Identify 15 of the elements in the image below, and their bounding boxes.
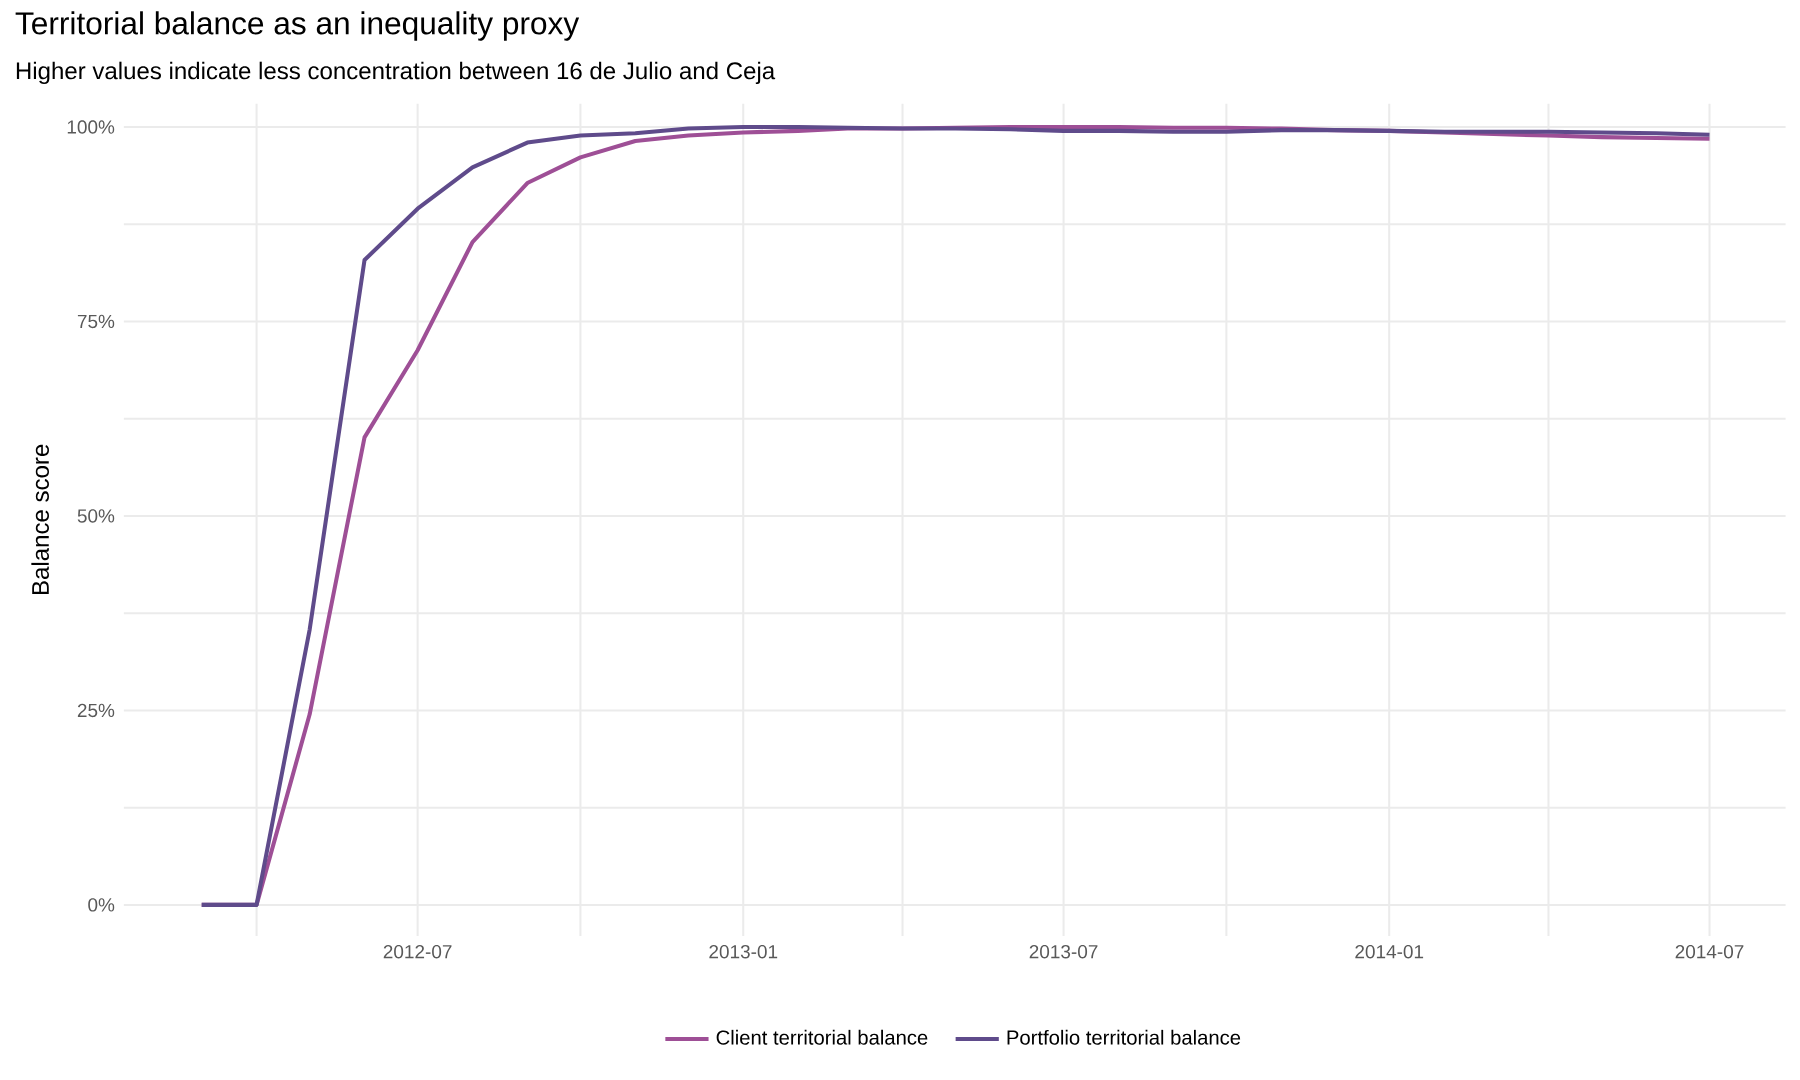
x-tick-label: 2012-07: [383, 944, 452, 959]
y-axis-title: Balance score: [31, 444, 49, 595]
chart-subtitle: Higher values indicate less concentration between 16 de Julio and Ceja: [16, 61, 776, 85]
x-tick-label: 2013-01: [709, 944, 778, 959]
y-tick-label: 100%: [67, 120, 115, 134]
x-tick-label: 2014-07: [1675, 944, 1744, 959]
legend-label: Client territorial balance: [716, 1029, 928, 1045]
x-tick-label: 2013-07: [1029, 944, 1098, 959]
y-tick-label: 25%: [77, 703, 115, 718]
y-tick-label: 75%: [77, 314, 115, 329]
y-tick-label: 0%: [88, 898, 115, 912]
x-tick-label: 2014-01: [1355, 944, 1424, 959]
chart-title: Territorial balance as an inequality proxy: [15, 11, 580, 41]
y-tick-label: 50%: [77, 509, 115, 523]
legend-label: Portfolio territorial balance: [1007, 1029, 1241, 1045]
